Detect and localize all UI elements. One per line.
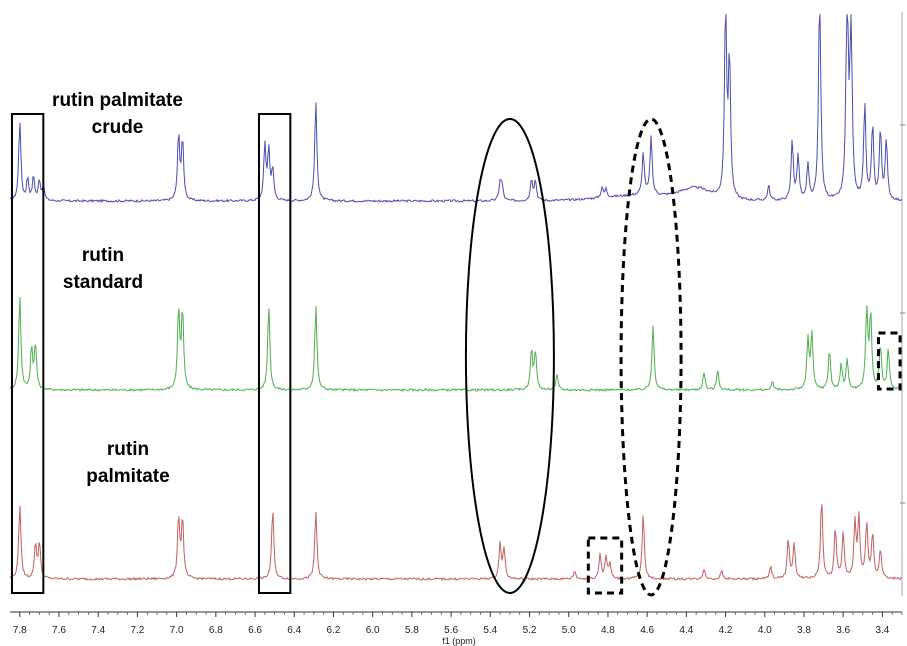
x-tick-label: 4.4 [679,625,693,636]
x-tick-label: 7.4 [91,625,105,636]
x-tick-label: 6.8 [209,625,223,636]
x-axis: 7.8 7.6 7.4 7.2 7.0 6.8 6.6 6.4 6.2 6.0 5.8 5.6 5.4 5… [10,611,903,636]
x-tick-label: 3.8 [797,625,811,636]
series-label-standard-line1: rutin [81,245,125,266]
x-tick-label: 3.4 [875,625,889,636]
annotation-rectangle [257,113,292,594]
x-tick-label: 4.6 [640,625,654,636]
annotation-ellipse [464,118,555,594]
x-tick-label: 7.2 [130,625,144,636]
spectrum-trace [9,296,903,393]
x-tick-label: 5.4 [483,625,497,636]
x-tick-label: 4.0 [758,625,772,636]
x-tick-label: 5.8 [405,625,419,636]
series-label-standard: rutin standard [28,242,178,296]
x-tick-label: 6.2 [327,625,341,636]
x-tick-label: 7.8 [13,625,27,636]
annotation-rectangle [10,113,45,594]
series-label-crude: rutin palmitate crude [20,87,215,141]
spectrum-trace [9,13,903,204]
annotation-rectangle [586,536,624,595]
series-label-palmitate-line2: palmitate [86,466,170,487]
x-tick-label: 7.0 [170,625,184,636]
series-label-crude-line1: rutin palmitate [52,90,183,111]
x-tick-label: 5.2 [523,625,537,636]
spectrum-trace [9,504,903,582]
series-label-palmitate: rutin palmitate [53,436,203,490]
x-tick-label: 3.6 [836,625,850,636]
series-label-crude-line2: crude [91,117,144,138]
annotation-ellipse [619,117,683,597]
x-tick-label: 7.6 [52,625,66,636]
x-axis-label: f1 (ppm) [442,636,476,646]
x-tick-label: 5.6 [444,625,458,636]
x-tick-label: 4.2 [719,625,733,636]
x-tick-label: 4.8 [601,625,615,636]
spectrum-traces [9,12,905,596]
annotation-rectangle [876,331,902,391]
x-tick-label: 6.0 [366,625,380,636]
annotation-shapes [10,113,902,597]
x-tick-label: 6.6 [248,625,262,636]
x-tick-label: 6.4 [287,625,301,636]
series-label-standard-line2: standard [62,272,144,293]
series-label-palmitate-line1: rutin [106,439,150,460]
x-tick-label: 5.0 [562,625,576,636]
